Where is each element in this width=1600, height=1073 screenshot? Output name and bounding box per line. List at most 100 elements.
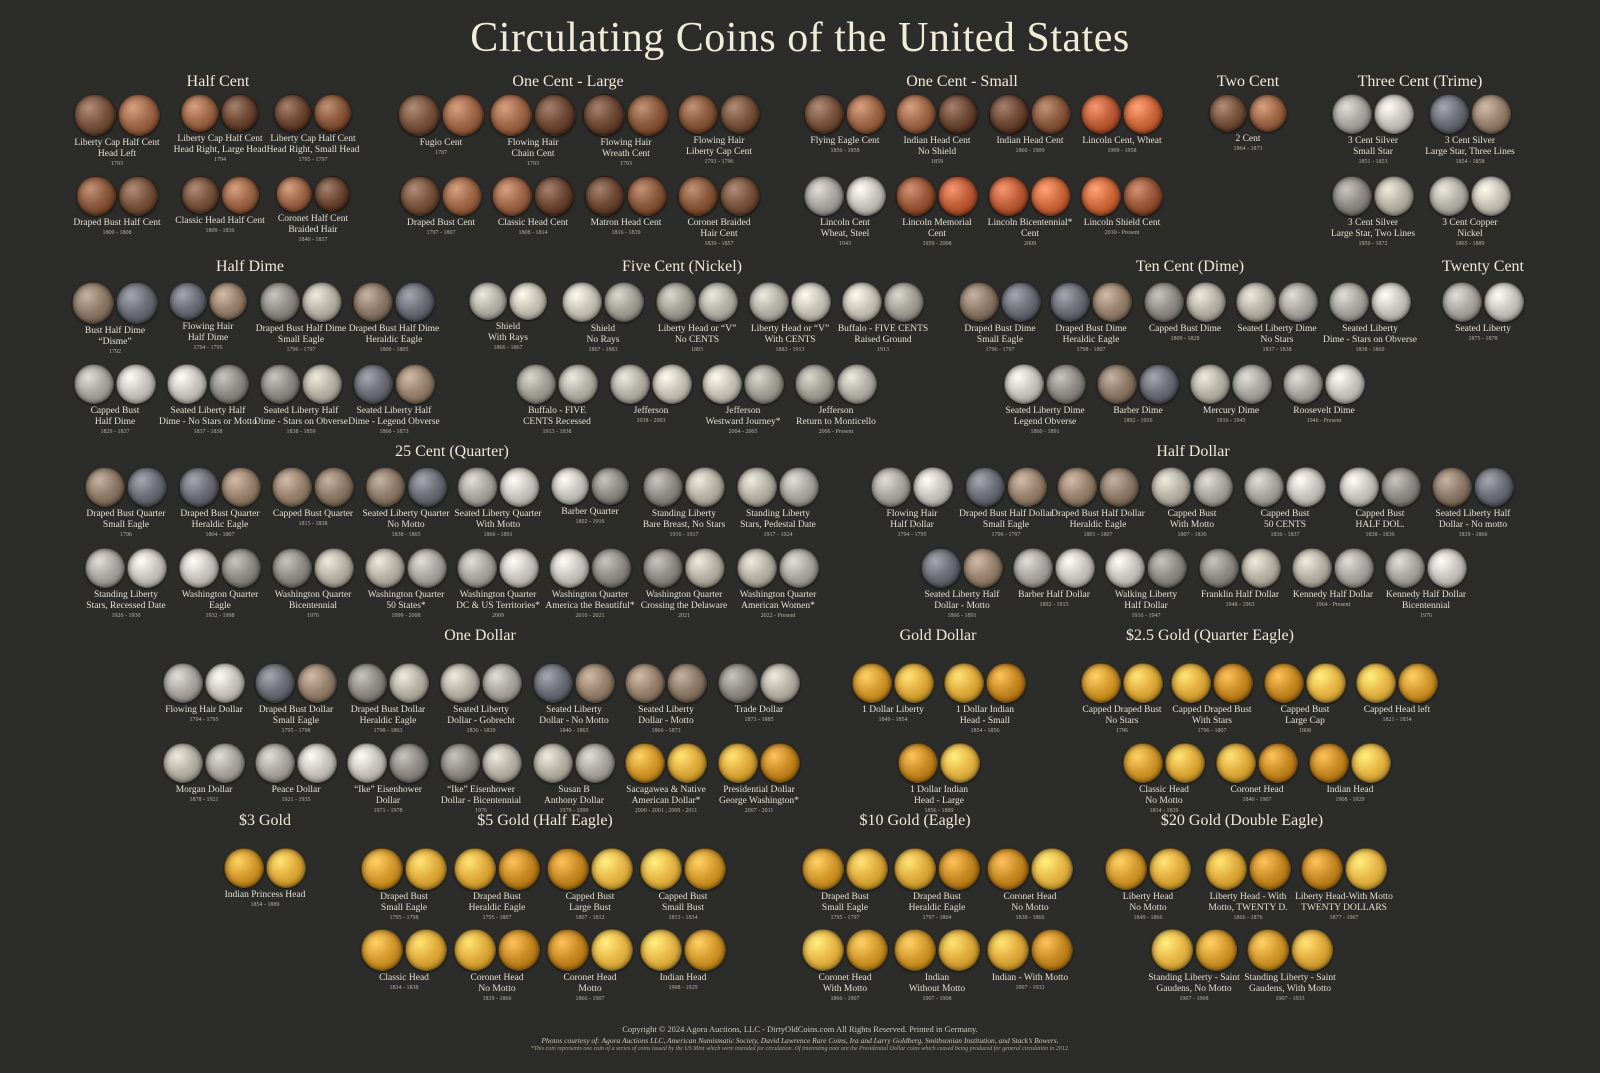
coin-pair bbox=[163, 663, 245, 703]
coin-type-label: 3 Cent Silver Small Star bbox=[1347, 136, 1399, 157]
coin-type-label: Seated Liberty Dime - Stars on Obverse bbox=[1323, 324, 1417, 345]
coin-group: Indian Head 1908 - 1929 bbox=[1309, 743, 1391, 804]
coin-type-label: Barber Half Dollar bbox=[1018, 590, 1090, 600]
coin-type-label: Seated Liberty Half Dollar - No motto bbox=[1435, 509, 1511, 530]
coin-group: Liberty Head - With Motto, TWENTY D. 1866… bbox=[1205, 848, 1291, 922]
coin-reverse-image bbox=[684, 929, 726, 971]
coin-type-label: Shield No Rays bbox=[586, 324, 620, 345]
coin-pair bbox=[1425, 94, 1515, 134]
coin-reverse-image bbox=[498, 929, 540, 971]
coin-group: Buffalo - FIVE CENTS Raised Ground 1913 bbox=[838, 282, 928, 354]
coin-pair bbox=[795, 364, 877, 404]
coin-pair bbox=[1244, 929, 1336, 971]
coin-date-range: 1867 - 1883 bbox=[588, 347, 618, 353]
coin-type-label: Liberty Head or “V” No CENTS bbox=[657, 324, 737, 345]
coin-reverse-image bbox=[1055, 548, 1095, 588]
coin-group: Shield No Rays 1867 - 1883 bbox=[562, 282, 644, 354]
coin-obverse-image bbox=[1339, 467, 1379, 507]
coin-obverse-image bbox=[894, 848, 936, 890]
coin-pair bbox=[72, 282, 158, 324]
coin-date-range: 1837 - 1838 bbox=[1262, 347, 1292, 353]
coin-date-range: 1909 - 1958 bbox=[1107, 148, 1137, 154]
coin-pair bbox=[1295, 848, 1393, 890]
coin-group: Liberty Cap Half Cent Head Left 1793 bbox=[74, 94, 160, 168]
coin-pair bbox=[516, 364, 598, 404]
coin-date-range: 1794 - 1795 bbox=[897, 532, 927, 538]
coin-group: Draped Bust Dime Small Eagle 1796 - 1797 bbox=[959, 282, 1041, 354]
coin-obverse-image bbox=[702, 364, 742, 404]
coin-reverse-image bbox=[1374, 176, 1414, 216]
coin-reverse-image bbox=[127, 548, 167, 588]
coin-group: Flowing Hair Chain Cent 1793 bbox=[490, 94, 576, 168]
coin-date-range: 1964 - Present bbox=[1315, 602, 1351, 608]
section-title: $20 Gold (Double Eagle) bbox=[1160, 812, 1324, 829]
poster-title: Circulating Coins of the United States bbox=[470, 15, 1130, 61]
coin-pair bbox=[348, 364, 440, 404]
section-title: Half Dollar bbox=[1156, 443, 1230, 460]
coin-reverse-image bbox=[1123, 94, 1163, 134]
coin-date-range: 1838 - 1860 bbox=[1355, 347, 1385, 353]
coin-reverse-image bbox=[744, 364, 784, 404]
coin-type-label: Jefferson bbox=[633, 406, 669, 416]
coin-group: Coronet Half Cent Braided Hair 1840 - 185… bbox=[276, 176, 350, 244]
section-title: $10 Gold (Eagle) bbox=[859, 812, 971, 829]
coin-obverse-image bbox=[85, 467, 125, 507]
coin-obverse-image bbox=[989, 176, 1029, 216]
coin-group: Coronet Head With Motto 1866 - 1907 bbox=[802, 929, 888, 1003]
coin-reverse-image bbox=[1193, 467, 1233, 507]
coin-group: Capped Bust Quarter 1815 - 1838 bbox=[272, 467, 354, 528]
coin-pair bbox=[1283, 364, 1365, 404]
coin-type-label: Washington Quarter Crossing the Delaware bbox=[640, 590, 728, 611]
coin-obverse-image bbox=[364, 467, 405, 507]
coin-obverse-image bbox=[898, 743, 938, 783]
coin-type-label: Lincoln Bicentennial* Cent bbox=[987, 218, 1073, 239]
coin-date-range: 1938 - 2003 bbox=[636, 418, 666, 424]
coin-group: Seated Liberty Half Dime - Legend Obvers… bbox=[348, 364, 440, 436]
copyright-line: Copyright © 2024 Agora Auctions, LLC - D… bbox=[622, 1024, 978, 1034]
coin-reverse-image bbox=[1031, 848, 1073, 890]
coin-group: Draped Bust Quarter Heraldic Eagle 1804 -… bbox=[179, 467, 261, 539]
coin-pair bbox=[737, 548, 819, 588]
coin-group: Flying Eagle Cent 1856 - 1858 bbox=[804, 94, 886, 155]
coin-reverse-image bbox=[314, 94, 352, 132]
coin-obverse-image bbox=[1236, 282, 1276, 322]
coin-group: Barber Quarter 1892 - 1916 bbox=[551, 467, 629, 526]
coin-pair bbox=[469, 282, 547, 320]
coin-pair bbox=[255, 663, 337, 703]
coin-reverse-image bbox=[940, 743, 980, 783]
coin-obverse-image bbox=[585, 176, 625, 216]
section-title: $5 Gold (Half Eagle) bbox=[477, 812, 613, 829]
coin-reverse-image bbox=[1147, 548, 1187, 588]
coin-reverse-image bbox=[1149, 848, 1191, 890]
coin-group: Seated Liberty Dime No Stars 1837 - 1838 bbox=[1236, 282, 1318, 354]
coin-type-label: Coronet Half Cent Braided Hair bbox=[277, 214, 349, 235]
coin-group: Franklin Half Dollar 1948 - 1963 bbox=[1199, 548, 1281, 609]
coin-reverse-image bbox=[314, 467, 354, 507]
coin-group: Bust Half Dime “Disme” 1792 bbox=[72, 282, 158, 356]
coin-pair bbox=[224, 848, 306, 888]
coin-type-label: Jefferson Westward Journey* bbox=[705, 406, 781, 427]
coin-date-range: 1793 bbox=[527, 161, 539, 167]
coin-type-label: Capped Bust Dime bbox=[1148, 324, 1222, 334]
coin-obverse-image bbox=[440, 663, 480, 703]
coin-obverse-image bbox=[1013, 548, 1053, 588]
coin-date-range: 1809 - 1836 bbox=[205, 228, 235, 234]
coin-reverse-image bbox=[591, 929, 633, 971]
coin-pair bbox=[547, 929, 633, 971]
coin-type-label: Draped Bust Quarter Heraldic Eagle bbox=[180, 509, 260, 530]
coin-pair bbox=[400, 176, 482, 216]
coin-pair bbox=[362, 467, 449, 507]
coin-group: Draped Bust Half Dime Heraldic Eagle 1800… bbox=[349, 282, 439, 354]
coin-type-label: Capped Bust Small Bust bbox=[658, 892, 708, 913]
coin-date-range: 1946 - Present bbox=[1306, 418, 1342, 424]
section-title: Three Cent (Trime) bbox=[1357, 73, 1483, 90]
coin-reverse-image bbox=[846, 176, 886, 216]
coin-group: Draped Bust Half Dollar Small Eagle 1796 … bbox=[959, 467, 1053, 539]
coin-type-label: Draped Bust Dime Small Eagle bbox=[964, 324, 1036, 345]
coin-group: Classic Head 1834 - 1838 bbox=[361, 929, 447, 992]
coin-obverse-image bbox=[959, 282, 999, 322]
coin-type-label: Franklin Half Dollar bbox=[1200, 590, 1280, 600]
coin-group: Capped Bust Small Bust 1813 - 1834 bbox=[640, 848, 726, 922]
coin-reverse-image bbox=[1474, 467, 1514, 507]
coin-group: Fugio Cent 1787 bbox=[398, 94, 484, 157]
